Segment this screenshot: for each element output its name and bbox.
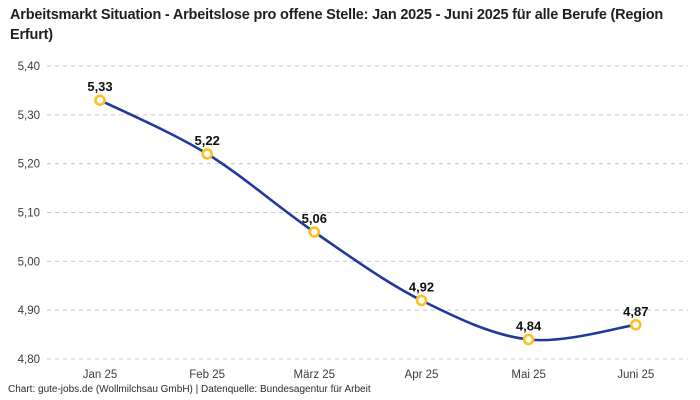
- x-tick-label: Jan 25: [83, 369, 118, 381]
- y-tick-label: 5,00: [18, 256, 40, 268]
- x-tick-label: Apr 25: [405, 369, 439, 381]
- data-point-marker[interactable]: [94, 94, 106, 106]
- x-tick-label: Feb 25: [189, 369, 225, 381]
- data-point-marker[interactable]: [201, 148, 213, 160]
- data-point-label: 5,22: [195, 133, 220, 148]
- y-tick-label: 5,10: [18, 208, 40, 220]
- data-point-marker[interactable]: [415, 294, 428, 307]
- data-point-label: 4,87: [623, 304, 648, 319]
- data-point-marker[interactable]: [522, 333, 535, 346]
- y-tick-label: 4,80: [18, 354, 40, 366]
- data-point-label: 4,92: [409, 279, 434, 294]
- y-tick-label: 5,40: [18, 61, 40, 73]
- x-tick-label: Juni 25: [617, 369, 654, 381]
- y-tick-label: 5,30: [18, 110, 40, 122]
- y-tick-label: 5,20: [18, 159, 40, 171]
- x-tick-label: März 25: [294, 369, 336, 381]
- data-point-label: 5,33: [87, 79, 112, 94]
- data-point-label: 5,06: [302, 211, 327, 226]
- data-point-marker[interactable]: [308, 226, 321, 238]
- data-line: [98, 98, 638, 342]
- data-point-marker[interactable]: [629, 318, 642, 331]
- x-tick-label: Mai 25: [511, 369, 546, 381]
- chart-title: Arbeitsmarkt Situation - Arbeitslose pro…: [10, 7, 664, 43]
- y-tick-label: 4,90: [18, 305, 40, 317]
- data-point-label: 4,84: [516, 319, 542, 334]
- chart-footer: Chart: gute-jobs.de (Wollmilchsau GmbH) …: [8, 384, 371, 395]
